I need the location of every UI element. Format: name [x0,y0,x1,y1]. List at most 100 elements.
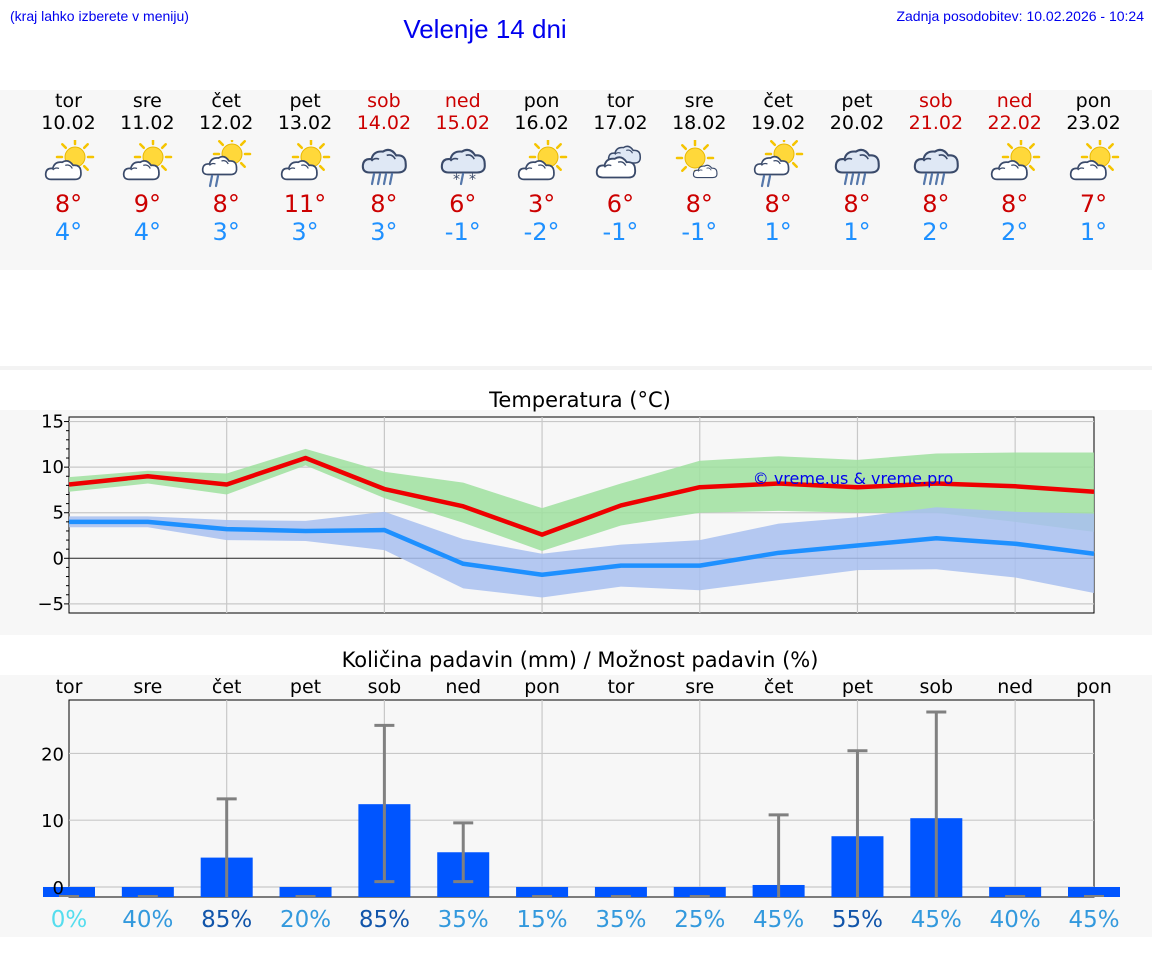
day-name: ned [444,90,481,112]
temp-line-max [68,455,1095,537]
temp-ytick-label: −5 [37,594,64,615]
temp-min: 3° [291,218,319,246]
precip-category-label: sre [133,676,162,698]
forecast-day: čet 12.02 8° 3° [186,90,266,246]
forecast-day: pet 13.02 11° 3° [265,90,345,246]
precip-category-label: tor [607,676,634,698]
precip-ytick-label: 10 [41,811,64,832]
precip-chance-label: 20% [280,907,331,933]
cloudy-icon [596,145,642,179]
svg-text:*: * [469,172,476,188]
day-date: 23.02 [1066,112,1121,134]
temp-max: 8° [54,190,83,218]
watermark: © vreme.us & vreme.pro [753,469,954,488]
day-name: pon [1075,90,1112,112]
precip-chance-label: 85% [201,907,252,933]
precip-category-label: čet [764,676,794,698]
day-date: 11.02 [120,112,175,134]
temp-ytick-label: 10 [41,457,64,478]
day-date: 22.02 [987,112,1042,134]
cloud-sleet-icon: * * [440,148,486,188]
precip-category-label: sob [920,676,954,698]
day-date: 10.02 [41,112,96,134]
precip-chance-label: 40% [122,907,173,933]
sun-small-cloud-icon [676,140,718,179]
forecast-day: ned 15.02 * * 6° -1° [423,90,503,246]
temp-min: -1° [602,218,639,246]
temp-min: 2° [922,218,950,246]
day-name: sob [919,90,953,112]
temp-ytick-label: 0 [53,548,64,569]
day-name: sre [684,90,714,112]
forecast-day: sob 14.02 8° 3° [344,90,424,246]
day-date: 12.02 [198,112,254,134]
sun-cloud-icon [44,140,94,181]
precip-chance-label: 25% [674,907,725,933]
forecast-day: pet 20.02 8° 1° [817,90,897,246]
day-date: 13.02 [277,112,333,134]
temp-min: 4° [133,218,161,246]
temp-max: 6° [449,190,477,218]
precip-chance-label: 15% [517,907,568,933]
temp-line-min [69,519,1095,577]
precip-category-label: čet [212,676,242,698]
sun-cloud-icon [280,140,331,181]
precip-chance-label: 40% [990,907,1041,933]
sun-cloud-icon [990,140,1040,181]
precip-chance-label: 35% [595,907,646,933]
temp-min: 1° [843,218,871,246]
day-name: sob [367,90,401,112]
temp-min: -1° [681,218,718,246]
day-name: tor [606,90,634,112]
precip-chance-label: 0% [51,907,88,933]
temp-min: 1° [1079,218,1108,246]
temp-min: -1° [444,218,481,246]
day-date: 15.02 [435,112,490,134]
temp-max: 8° [1001,190,1029,218]
precip-ytick-label: 20 [41,744,64,765]
forecast-day: pon 23.02 7° 1° [1054,90,1134,246]
precip-category-label: sob [368,676,402,698]
forecast-day: sre 11.02 9° 4° [107,90,187,246]
day-date: 20.02 [829,112,885,134]
forecast-day: pon 16.02 3° -2° [502,90,582,246]
precip-bar [989,886,1042,897]
precip-category-label: ned [997,676,1033,698]
precip-category-label: ned [445,676,481,698]
precip-chance-label: 85% [359,907,410,933]
day-name: pet [841,90,873,112]
day-date: 17.02 [593,112,648,134]
forecast-day: tor 17.02 6° -1° [580,90,660,246]
temp-min: 3° [370,218,398,246]
temp-min: 1° [764,218,792,246]
temp-ytick-label: 15 [41,412,64,433]
last-updated: Zadnja posodobitev: 10.02.2026 - 10:24 [896,8,1144,24]
cloud-rain-icon [913,148,959,186]
temp-max: 7° [1079,190,1108,218]
temp-max: 8° [212,190,240,218]
cloud-rain-icon [361,148,407,186]
cloud-rain-icon [834,148,880,186]
forecast-strip: tor 10.02 8° 4° sre 11.02 9° 4° čet 12.02 8° 3° p… [0,90,1152,270]
precip-bar [1068,886,1120,897]
day-name: ned [996,90,1033,112]
precip-bar [673,886,726,897]
temp-max: 11° [283,190,327,218]
day-name: tor [55,90,82,112]
forecast-day: tor 10.02 8° 4° [29,90,109,246]
forecast-day: ned 22.02 8° 2° [975,90,1055,246]
precip-chance-label: 45% [753,907,804,933]
precip-bar [121,886,174,897]
precip-ytick-label: 0 [53,878,64,899]
precip-chance-label: 45% [911,907,962,933]
day-name: pet [289,90,321,112]
precip-bar [594,886,647,897]
precip-bar [516,886,569,897]
precip-category-label: tor [56,676,83,698]
day-date: 16.02 [514,112,569,134]
temp-min: 2° [1001,218,1029,246]
sun-cloud-icon [123,140,173,181]
temp-max: 3° [527,190,556,218]
temp-band-max-range [69,448,1094,552]
